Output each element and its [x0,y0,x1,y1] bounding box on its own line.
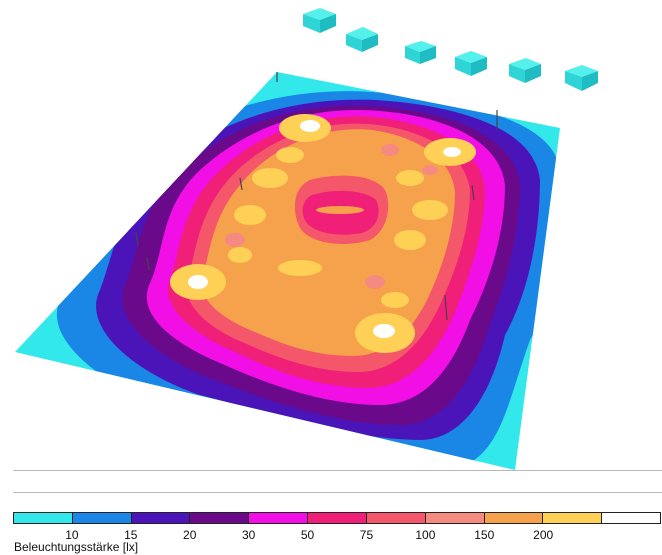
luminaire-icon[interactable] [565,65,598,91]
illuminance-contours [15,72,560,470]
legend-swatch [602,513,660,523]
legend-swatch [14,513,73,523]
luminaire-icon[interactable] [303,8,336,33]
luminaire-icon[interactable] [405,41,436,64]
legend-tick-label: 75 [359,528,374,542]
legend-swatch [543,513,603,523]
legend-tick-label: 200 [533,528,554,542]
divider [13,492,662,493]
luminaire-icon[interactable] [346,27,378,52]
legend-title: Beleuchtungsstärke [lx] [14,540,139,554]
divider [13,470,662,471]
legend-swatch [72,513,132,523]
legend-swatch [425,513,485,523]
legend-swatch [308,513,367,523]
legend-tick-label: 20 [183,528,197,542]
luminaire-group [303,8,598,91]
legend-swatch [366,513,426,523]
luminaire-icon[interactable] [509,58,541,83]
luminaire-icon[interactable] [455,51,487,76]
legend-tick-label: 50 [300,528,315,542]
legend-swatch [249,513,309,523]
legend-tick-label: 100 [415,528,436,542]
light-poles [135,72,498,321]
legend-swatch [484,513,544,523]
legend-tick-label: 150 [474,528,495,542]
false-color-surface [15,8,598,470]
legend-tick-label: 15 [124,528,138,542]
illuminance-legend-bar [13,512,661,524]
legend-swatch [190,513,250,523]
legend-tick-label: 10 [65,528,79,542]
legend-swatch [131,513,191,523]
illuminance-3d-view[interactable] [0,0,662,475]
legend-tick-label: 30 [241,528,256,542]
